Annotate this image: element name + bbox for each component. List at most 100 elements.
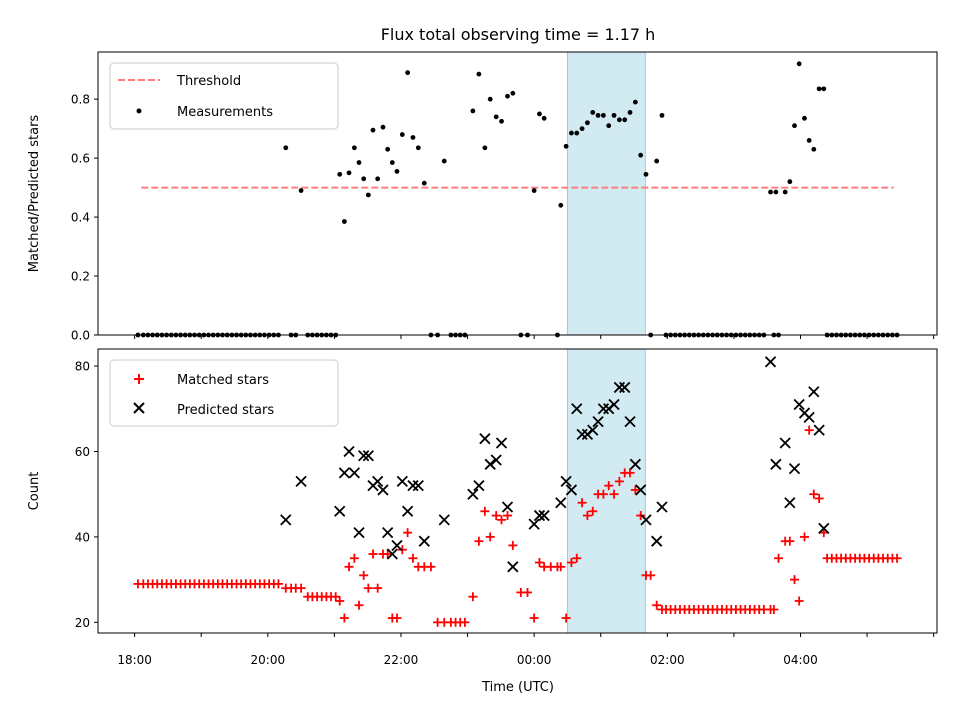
measurement-point — [476, 71, 482, 77]
predicted-star-point — [587, 424, 599, 436]
matched-star-point — [368, 549, 378, 559]
predicted-star-point — [280, 514, 292, 526]
measurement-point — [405, 70, 411, 76]
measurement-point — [415, 145, 421, 151]
measurement-point — [365, 192, 371, 198]
measurement-point — [421, 180, 427, 186]
measurement-point — [638, 152, 644, 158]
matched-star-point — [426, 562, 436, 572]
measurement-point — [380, 124, 386, 130]
predicted-star-point — [608, 398, 620, 411]
predicted-star-point — [295, 475, 307, 488]
matched-star-point — [508, 540, 518, 550]
matched-star-point — [296, 583, 306, 593]
predicted-star-point — [343, 445, 355, 458]
predicted-star-point — [788, 462, 801, 475]
matched-star-point — [582, 511, 592, 521]
matched-star-point — [769, 605, 779, 615]
predicted-star-point — [358, 450, 370, 462]
top-y-axis-label: Matched/Predicted stars — [27, 115, 42, 273]
y-tick-label: 0.0 — [71, 329, 90, 343]
measurement-point — [394, 168, 400, 174]
measurement-point — [622, 117, 628, 123]
predicted-star-point — [656, 501, 668, 513]
predicted-star-point — [555, 497, 567, 509]
matched-star-point — [359, 570, 369, 580]
legend-matched-swatch — [134, 374, 144, 384]
predicted-star-point — [501, 501, 514, 513]
measurement-point — [385, 146, 391, 152]
matched-star-point — [566, 558, 576, 568]
matched-star-point — [556, 562, 566, 572]
predicted-star-point — [418, 535, 430, 547]
measurement-point — [361, 176, 367, 182]
x-axis-label: Time (UTC) — [481, 680, 554, 695]
legend-predicted-swatch — [133, 402, 145, 414]
measurement-point — [792, 123, 797, 129]
matched-star-point — [625, 468, 635, 478]
predicted-star-point — [479, 433, 491, 445]
measurement-point — [298, 188, 304, 193]
matched-star-point — [577, 498, 587, 508]
measurement-point — [643, 171, 649, 177]
measurement-point — [337, 171, 343, 177]
matched-star-point — [480, 506, 490, 516]
matched-star-point — [468, 592, 478, 602]
predicted-star-point — [592, 415, 604, 428]
x-tick-label: 02:00 — [650, 653, 685, 667]
predicted-star-point — [808, 386, 820, 398]
predicted-star-point — [640, 514, 652, 526]
measurement-point — [821, 86, 827, 92]
matched-star-point — [794, 596, 804, 606]
y-tick-label: 0.6 — [71, 152, 90, 166]
measurement-point — [816, 86, 822, 92]
matched-star-point — [774, 553, 784, 563]
measurement-point — [802, 115, 807, 121]
matched-star-point — [460, 617, 470, 627]
measurement-point — [606, 123, 612, 129]
predicted-star-point — [764, 356, 777, 368]
measurement-point — [796, 61, 802, 67]
predicted-star-point — [386, 548, 398, 560]
matched-star-point — [598, 489, 608, 499]
bottom-shaded-span — [566, 348, 646, 634]
top-legend-box — [109, 62, 339, 130]
matched-star-point — [804, 425, 814, 435]
measurement-point — [356, 160, 362, 165]
legend-matched-label: Matched stars — [177, 373, 269, 388]
measurement-point — [537, 111, 542, 117]
measurement-point — [616, 117, 622, 123]
predicted-star-point — [818, 522, 830, 535]
matched-star-point — [339, 613, 349, 623]
predicted-star-point — [372, 475, 384, 488]
matched-star-point — [363, 583, 373, 593]
bottom-axes-frame — [97, 348, 938, 634]
y-tick-label: 60 — [75, 445, 90, 459]
measurement-point — [375, 176, 381, 182]
predicted-star-point — [533, 509, 546, 522]
predicted-star-point — [412, 480, 424, 492]
predicted-star-point — [377, 484, 389, 496]
predicted-star-point — [382, 527, 394, 539]
matched-star-point — [331, 592, 341, 602]
x-tick-label: 04:00 — [783, 653, 818, 667]
matched-star-point — [630, 485, 640, 495]
predicted-star-point — [624, 415, 636, 428]
legend-measurements-swatch — [136, 108, 142, 114]
measurement-point — [659, 112, 665, 118]
predicted-star-point — [334, 505, 346, 517]
predicted-star-point — [803, 411, 815, 423]
matched-star-point — [588, 506, 598, 516]
measurement-point — [569, 130, 574, 136]
measurement-point — [590, 110, 596, 115]
predicted-star-point — [613, 381, 626, 394]
top-shaded-span — [566, 51, 646, 336]
bottom-panel: 20 40 60 80 18:00 20:00 22:00 00:00 02:00 04:00 C… — [27, 348, 938, 695]
measurement-point — [505, 93, 510, 99]
measurement-point — [346, 170, 352, 176]
predicted-star-point — [348, 467, 360, 479]
top-panel: 0.00.20.40.60.8 Matched/Predicted stars … — [27, 51, 938, 343]
measurement-point — [341, 219, 347, 224]
chart-title: Flux total observing time = 1.17 h — [381, 25, 656, 44]
predicted-star-point — [779, 437, 791, 449]
